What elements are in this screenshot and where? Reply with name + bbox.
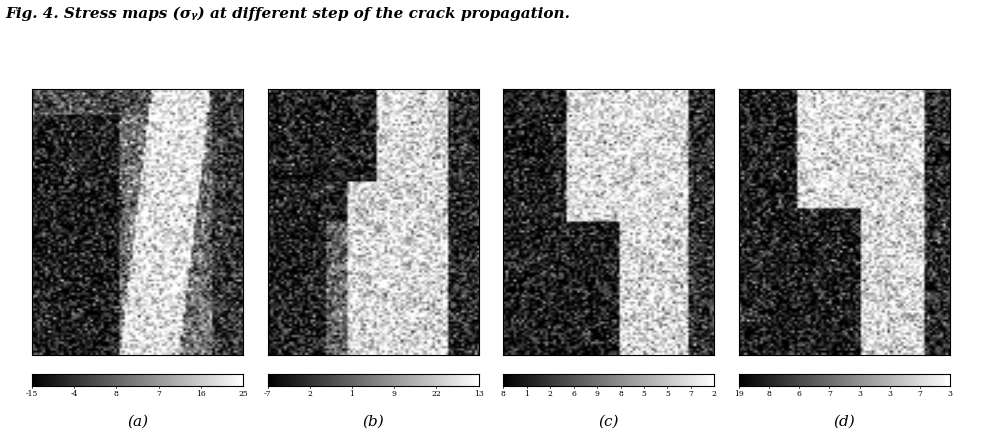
Text: 2: 2 (712, 390, 717, 398)
Text: 22: 22 (432, 390, 441, 398)
Text: Fig. 4. Stress maps (σᵧ) at different step of the crack propagation.: Fig. 4. Stress maps (σᵧ) at different st… (5, 7, 570, 21)
Text: 3: 3 (857, 390, 862, 398)
Text: 5: 5 (641, 390, 646, 398)
Text: 25: 25 (239, 390, 247, 398)
Text: 19: 19 (735, 390, 743, 398)
Text: -7: -7 (264, 390, 271, 398)
Text: 8: 8 (618, 390, 623, 398)
Text: -15: -15 (26, 390, 38, 398)
Text: 1: 1 (350, 390, 355, 398)
Text: 7: 7 (917, 390, 922, 398)
Text: (c): (c) (599, 415, 619, 429)
Text: 1: 1 (524, 390, 529, 398)
Text: 7: 7 (827, 390, 832, 398)
Text: 8: 8 (767, 390, 772, 398)
Text: (d): (d) (834, 415, 855, 429)
Text: 7: 7 (156, 390, 161, 398)
Text: 3: 3 (888, 390, 893, 398)
Text: 5: 5 (665, 390, 670, 398)
Text: 2: 2 (307, 390, 312, 398)
Text: 7: 7 (688, 390, 693, 398)
Text: 16: 16 (196, 390, 205, 398)
Text: (b): (b) (362, 415, 384, 429)
Text: 13: 13 (473, 390, 484, 398)
Text: 3: 3 (948, 390, 953, 398)
Text: 2: 2 (548, 390, 553, 398)
Text: 9: 9 (595, 390, 600, 398)
Text: 8: 8 (501, 390, 506, 398)
Text: 6: 6 (796, 390, 801, 398)
Text: 9: 9 (392, 390, 397, 398)
Text: 6: 6 (572, 390, 576, 398)
Text: -4: -4 (71, 390, 78, 398)
Text: 8: 8 (114, 390, 119, 398)
Text: (a): (a) (127, 415, 148, 429)
